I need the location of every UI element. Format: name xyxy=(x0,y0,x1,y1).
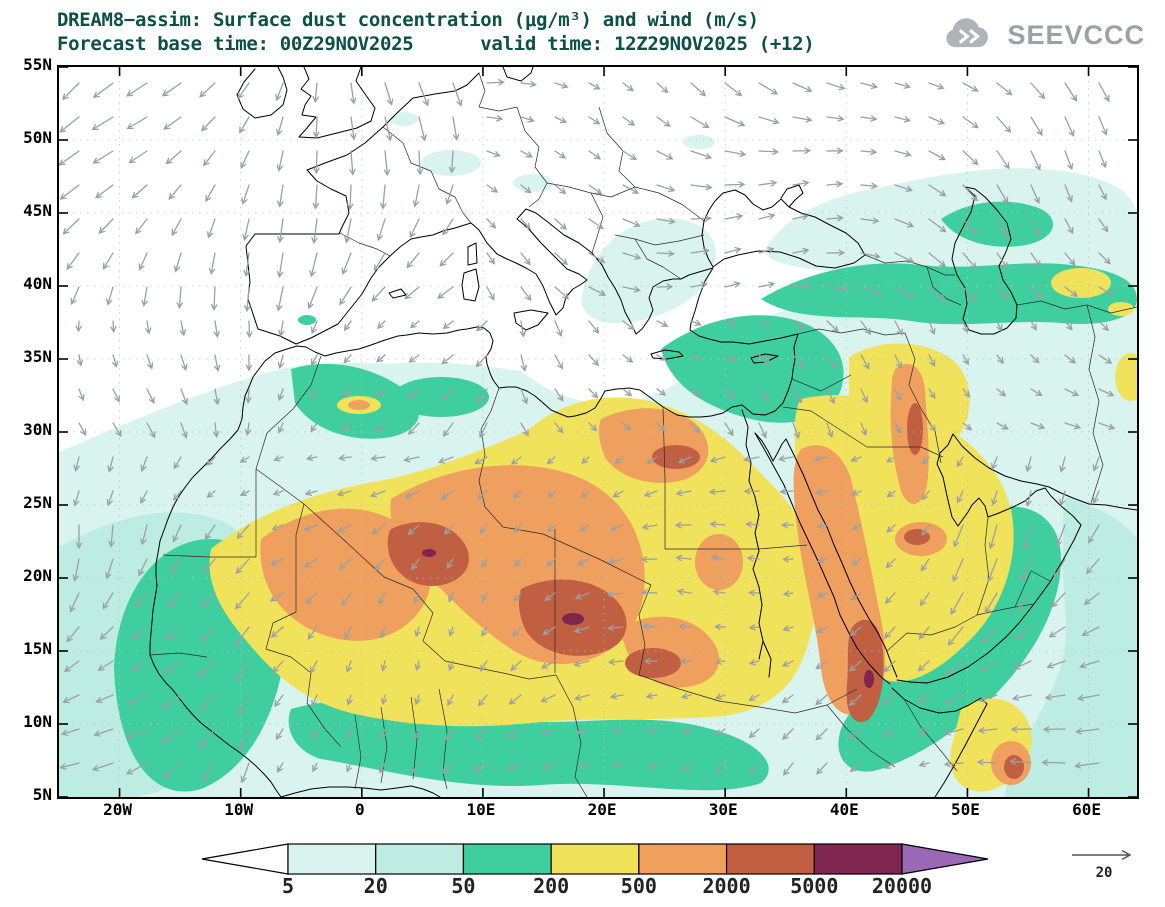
colorbar-label: 500 xyxy=(620,874,657,898)
wind-reference-label: 20 xyxy=(1095,865,1113,881)
lat-label: 55N xyxy=(23,55,52,74)
logo-text: SEEVCCC xyxy=(1007,19,1145,50)
lat-label: 10N xyxy=(23,712,52,731)
chart-title-line2: Forecast base time: 00Z29NOV2025 valid t… xyxy=(57,33,815,55)
lon-label: 10W xyxy=(224,800,254,819)
lat-label: 45N xyxy=(23,201,52,220)
wind-vectors-layer xyxy=(59,79,1116,784)
borders-layer xyxy=(149,72,1137,797)
lat-label: 50N xyxy=(23,128,52,147)
graticule xyxy=(59,67,1137,797)
colorbar-label: 2000 xyxy=(702,874,751,898)
map-plot-area xyxy=(57,65,1139,799)
lon-label: 50E xyxy=(950,800,980,819)
colorbar-legend xyxy=(200,842,990,876)
colorbar-label: 5 xyxy=(281,874,295,898)
lon-label: 0 xyxy=(354,800,365,819)
lat-label: 20N xyxy=(23,566,52,585)
seevccc-logo: SEEVCCC xyxy=(942,16,1145,54)
lat-label: 30N xyxy=(23,420,52,439)
wind-reference-arrow-icon xyxy=(1072,849,1132,861)
lon-label: 20E xyxy=(587,800,617,819)
colorbar-label: 20000 xyxy=(871,874,933,898)
cloud-logo-icon xyxy=(946,18,989,48)
colorbar-label: 5000 xyxy=(790,874,839,898)
dust-field-layer xyxy=(59,112,1137,797)
coastlines-layer xyxy=(149,67,1137,797)
lat-label: 40N xyxy=(23,274,52,293)
axis-ticks xyxy=(59,67,1137,797)
lat-label: 15N xyxy=(23,639,52,658)
lon-label: 20W xyxy=(103,800,132,819)
lat-label: 35N xyxy=(23,347,52,366)
colorbar-label: 200 xyxy=(533,874,570,898)
lon-label: 10E xyxy=(466,800,496,819)
colorbar-label: 50 xyxy=(451,874,476,898)
colorbar-label: 20 xyxy=(363,874,388,898)
lon-label: 30E xyxy=(708,800,738,819)
chart-title-line1: DREAM8−assim: Surface dust concentration… xyxy=(57,9,759,31)
lat-label: 25N xyxy=(23,493,52,512)
wind-reference-vector: 20 xyxy=(1068,845,1140,889)
lon-label: 40E xyxy=(829,800,859,819)
lat-label: 5N xyxy=(32,785,52,804)
lon-label: 60E xyxy=(1072,800,1101,819)
